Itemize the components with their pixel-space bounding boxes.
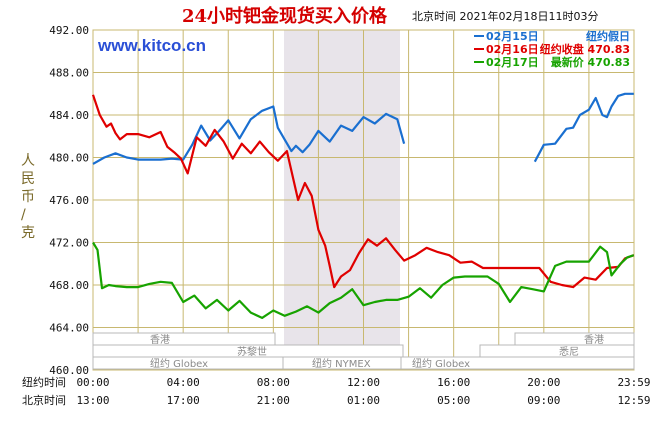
x-tick-bj: 05:00 — [437, 394, 470, 407]
series-line-1-0 — [91, 94, 635, 289]
series-line-2-0 — [92, 241, 635, 319]
market-sydney: 悉尼 — [559, 346, 579, 358]
market-ny-globex-2: 纽约 Globex — [412, 357, 470, 370]
x-tick-ny: 04:00 — [167, 376, 200, 389]
x-tick-ny: 00:00 — [76, 376, 109, 389]
legend-date-0: 02月15日 — [486, 30, 539, 43]
y-tick-labels: 492.00 488.00 484.00 480.00 476.00 472.00 468.… — [49, 24, 89, 377]
x-tick-ny: 16:00 — [437, 376, 470, 389]
market-hongkong-2: 香港 — [584, 334, 604, 346]
x-tick-bj: 21:00 — [257, 394, 290, 407]
y-axis-label-char-3: / — [21, 207, 26, 223]
y-tick-label: 484.00 — [49, 109, 89, 122]
timestamp: 北京时间 2021年02月18日11时03分 — [412, 9, 598, 23]
x-tick-ny: 08:00 — [257, 376, 290, 389]
x-tick-ny: 20:00 — [527, 376, 560, 389]
market-sessions: 香港 苏黎世 纽约 Globex 纽约 NYMEX 纽约 Globex 悉尼 香… — [92, 332, 635, 370]
y-axis-label-char-0: 人 — [21, 153, 35, 169]
legend-date-1: 02月16日 — [486, 43, 539, 56]
y-axis-label-char-4: 克 — [21, 225, 35, 241]
y-axis-label: 人 民 币 / 克 — [21, 153, 35, 241]
market-ny-globex-1: 纽约 Globex — [150, 357, 208, 370]
y-tick-label: 464.00 — [49, 322, 89, 335]
x-tick-ny: 23:59 — [617, 376, 650, 389]
chart-title: 24小时钯金现货买入价格 — [182, 5, 388, 27]
legend-text-0: 纽约假日 — [586, 29, 630, 43]
site-watermark: www.kitco.cn — [97, 36, 206, 55]
market-hongkong: 香港 — [150, 334, 170, 346]
y-tick-label: 460.00 — [49, 364, 89, 377]
market-ny-nymex: 纽约 NYMEX — [312, 357, 371, 370]
y-tick-label: 480.00 — [49, 152, 89, 165]
x-tick-bj: 09:00 — [527, 394, 560, 407]
x-tick-bj: 12:59 — [617, 394, 650, 407]
grid — [92, 29, 635, 371]
x-tick-ny: 12:00 — [347, 376, 380, 389]
x-row-label-ny: 纽约时间 — [22, 375, 66, 389]
x-row-label-bj: 北京时间 — [22, 393, 66, 407]
y-axis-label-char-1: 民 — [21, 171, 35, 187]
y-tick-label: 492.00 — [49, 24, 89, 37]
y-tick-label: 468.00 — [49, 279, 89, 292]
x-axis: 纽约时间 北京时间 00:00 13:00 04:00 17:00 08:00 21:00… — [22, 375, 651, 407]
legend-text-2: 最新价 470.83 — [551, 55, 630, 69]
series-line-0-0 — [92, 105, 406, 165]
legend-date-2: 02月17日 — [486, 56, 539, 69]
legend-text-1: 纽约收盘 470.83 — [540, 42, 630, 56]
series-line-0-1 — [533, 92, 634, 163]
x-tick-bj: 17:00 — [167, 394, 200, 407]
x-tick-bj: 01:00 — [347, 394, 380, 407]
y-tick-label: 488.00 — [49, 67, 89, 80]
x-tick-bj: 13:00 — [76, 394, 109, 407]
series-layer — [91, 92, 635, 319]
y-tick-label: 472.00 — [49, 237, 89, 250]
market-zurich: 苏黎世 — [237, 345, 267, 358]
y-axis-label-char-2: 币 — [21, 189, 35, 205]
y-tick-label: 476.00 — [49, 194, 89, 207]
